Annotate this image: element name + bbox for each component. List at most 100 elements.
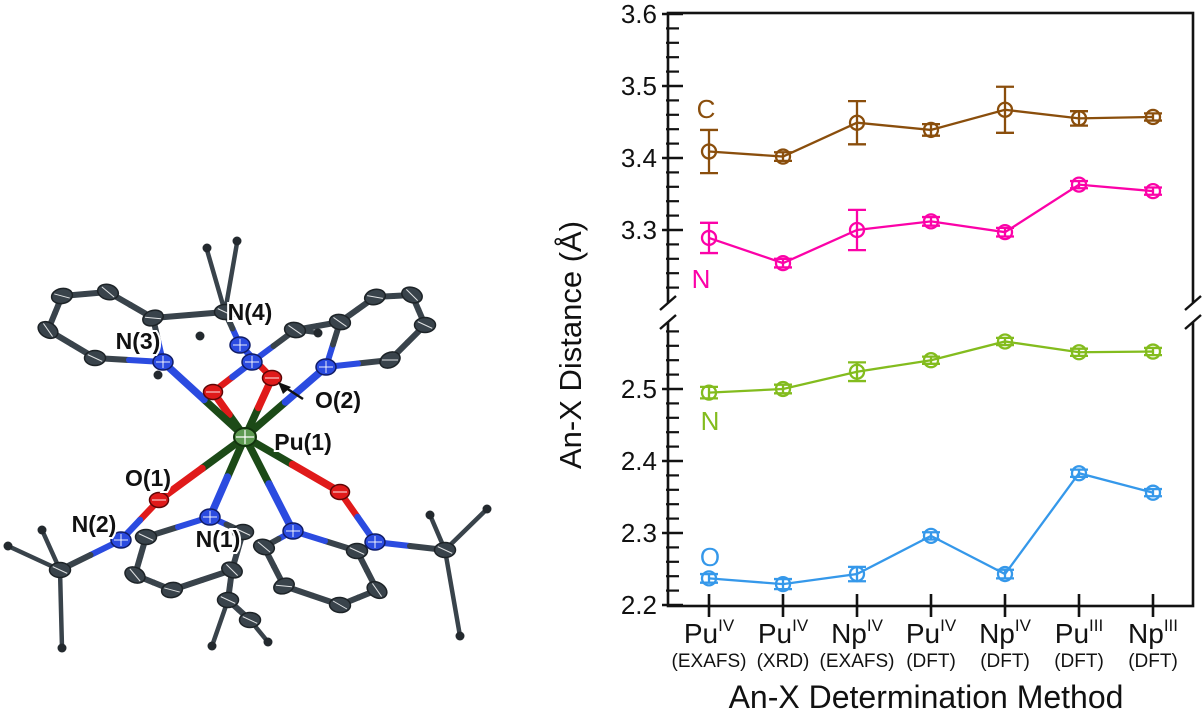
atom-label-n1: N(1) <box>196 526 241 552</box>
data-point <box>700 384 718 401</box>
terminal-atom <box>425 510 435 520</box>
data-point <box>848 221 866 239</box>
methyl-stick <box>442 547 463 639</box>
data-point <box>1144 108 1162 126</box>
ellipsoid-highlight <box>257 541 271 553</box>
data-point <box>996 224 1014 241</box>
terminal-atom <box>263 637 273 647</box>
series-label-c0: C <box>697 94 716 124</box>
ellipsoid-highlight <box>43 323 53 337</box>
data-point <box>700 570 718 587</box>
atom-label-n3: N(3) <box>116 328 161 354</box>
data-point <box>774 575 792 593</box>
x-category-method: (EXAFS) <box>672 651 747 672</box>
axis-break-slash <box>659 314 677 330</box>
data-point <box>700 143 718 160</box>
x-category-label: PuIV <box>684 616 735 649</box>
y-tick-label: 2.3 <box>621 518 657 548</box>
ellipsoid-highlight <box>220 596 236 604</box>
data-point <box>774 148 792 165</box>
data-point <box>1144 343 1162 360</box>
ellipsoid-highlight <box>349 547 365 555</box>
ellipsoid-highlight <box>129 568 141 582</box>
axis-break-slash <box>1184 314 1202 330</box>
molecule-atom-labels: N(4) N(3) O(2) Pu(1) O(1) N(2) N(1) <box>70 297 363 554</box>
data-point <box>774 380 792 398</box>
ellipsoid-highlight <box>405 288 419 302</box>
atom-label-n2: N(2) <box>72 511 117 537</box>
data-point <box>848 363 866 380</box>
x-category-method: (DFT) <box>906 651 956 672</box>
terminal-atom <box>202 243 212 253</box>
terminal-atom <box>153 370 163 380</box>
o2-pointer-arrowhead <box>278 382 291 394</box>
y-tick-label: 2.4 <box>621 446 657 476</box>
ellipsoid-highlight <box>54 293 70 299</box>
x-category-label: NpIV <box>831 616 884 649</box>
atom-label-o1: O(1) <box>125 465 171 491</box>
ellipsoid-highlight <box>138 533 154 541</box>
axis-break-gap <box>1190 303 1196 322</box>
axis-break-gap <box>665 303 671 322</box>
ellipsoid-highlight <box>101 286 115 298</box>
y-tick-label: 3.6 <box>621 0 657 29</box>
data-point <box>922 213 940 230</box>
x-category-label: PuIV <box>906 616 957 649</box>
y-tick-label: 3.5 <box>621 71 657 101</box>
data-point <box>1070 176 1088 193</box>
molecule-structure <box>3 236 492 653</box>
axis-break-slash <box>659 295 677 311</box>
terminal-atom <box>3 541 13 551</box>
ellipsoid-highlight <box>242 616 258 624</box>
y-axis-title: An-X Distance (Å) <box>553 221 588 469</box>
ellipsoid-highlight <box>225 563 239 577</box>
y-tick-label: 3.3 <box>621 215 657 245</box>
x-category-label: PuIII <box>1055 616 1103 649</box>
molecule-diagram: N(4) N(3) O(2) Pu(1) O(1) N(2) N(1) <box>3 236 492 653</box>
data-point <box>848 114 866 131</box>
ellipsoid-highlight <box>164 587 180 593</box>
y-tick-label: 3.4 <box>621 143 657 173</box>
data-point <box>922 527 940 545</box>
x-category-method: (DFT) <box>980 651 1030 672</box>
atom-label-n4: N(4) <box>228 299 273 325</box>
atom-label-o2: O(2) <box>315 387 361 413</box>
data-point <box>922 352 940 369</box>
ellipsoid-highlight <box>217 308 233 316</box>
terminal-atom <box>232 236 242 246</box>
terminal-atom <box>195 331 205 341</box>
terminal-atom <box>57 643 67 653</box>
ellipsoid-highlight <box>52 566 68 574</box>
data-point <box>996 565 1014 583</box>
ellipsoid-highlight <box>275 584 293 588</box>
y-tick-label: 2.2 <box>621 590 657 620</box>
terminal-atom <box>313 328 323 338</box>
data-point <box>848 565 866 583</box>
ellipsoid-highlight <box>417 321 433 329</box>
data-point <box>1070 465 1088 482</box>
data-point <box>1070 110 1088 127</box>
ellipsoid-highlight <box>437 546 453 554</box>
series-label-n2: N <box>701 406 720 436</box>
axis-break-slash <box>1184 295 1202 311</box>
series-label-n1: N <box>692 264 711 294</box>
methyl-stick <box>204 247 228 315</box>
x-category-label: NpIV <box>979 616 1032 649</box>
atom-label-pu1: Pu(1) <box>274 429 332 455</box>
methyl-stick <box>57 567 65 651</box>
x-category-label: PuIV <box>758 616 809 649</box>
terminal-atom <box>455 631 465 641</box>
series-label-o3: O <box>700 542 720 572</box>
ellipsoid-highlight <box>144 316 162 320</box>
ellipsoid-highlight <box>87 354 103 362</box>
data-point <box>1070 344 1088 361</box>
ellipsoid-highlight <box>372 583 382 597</box>
methyl-stick <box>222 240 240 315</box>
x-category-method: (EXAFS) <box>820 651 895 672</box>
distance-chart: 3.63.53.43.32.52.42.32.2PuIV(EXAFS)PuIV(… <box>553 0 1202 715</box>
ellipsoid-highlight <box>367 295 383 299</box>
ellipsoid-highlight <box>332 600 348 610</box>
x-axis-title: An-X Determination Method <box>729 679 1124 715</box>
ellipsoid-highlight <box>235 528 251 536</box>
